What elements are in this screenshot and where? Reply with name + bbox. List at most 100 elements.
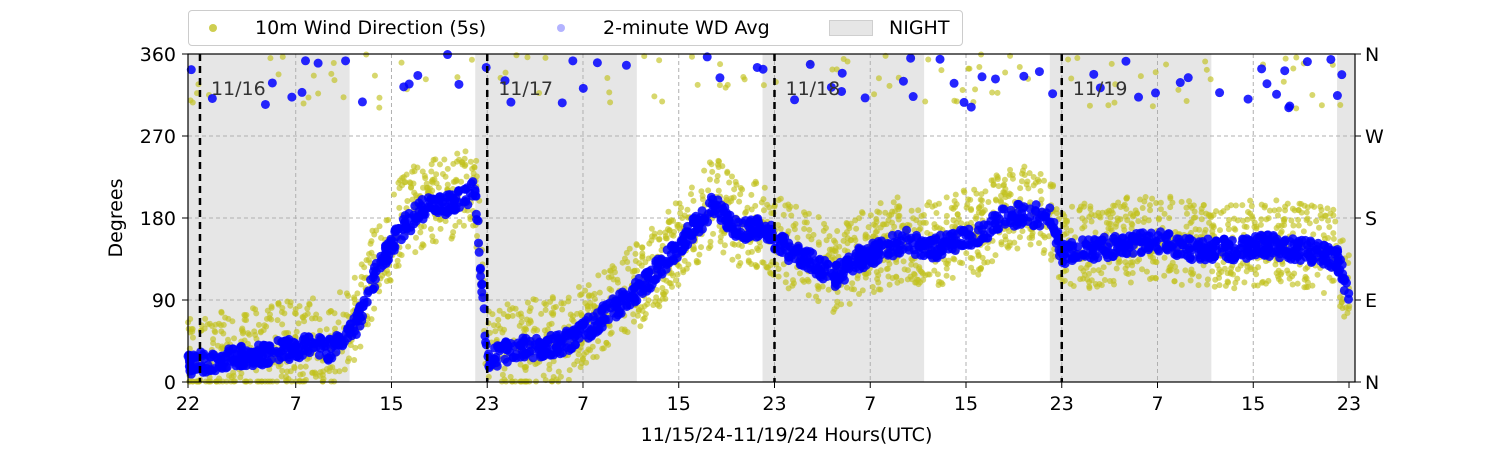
data-points-layer	[183, 50, 1354, 385]
data-point	[1162, 230, 1172, 240]
data-point	[1121, 56, 1131, 66]
data-point	[679, 215, 686, 222]
data-point	[826, 233, 833, 240]
data-point	[1322, 213, 1329, 220]
data-point	[1161, 210, 1168, 217]
data-point	[601, 269, 608, 276]
data-point	[869, 249, 879, 259]
data-point	[1286, 247, 1296, 257]
data-point	[398, 59, 405, 66]
data-point	[1063, 224, 1070, 231]
data-point	[352, 316, 362, 326]
data-point	[745, 258, 752, 265]
data-point	[837, 68, 847, 78]
data-point	[352, 344, 359, 351]
data-point	[1175, 78, 1185, 88]
data-point	[1282, 203, 1289, 210]
data-point	[622, 290, 632, 300]
data-point	[674, 271, 681, 278]
data-point	[462, 148, 469, 155]
data-point	[965, 196, 972, 203]
data-point	[993, 197, 1000, 204]
data-point	[463, 200, 473, 210]
day-marker-label-3: 11/19	[1073, 78, 1128, 100]
data-point	[492, 328, 499, 335]
legend-marker-wd-avg	[557, 24, 565, 32]
data-point	[393, 263, 400, 270]
data-point	[775, 266, 782, 273]
data-point	[1139, 266, 1146, 273]
x-tick-label-12: 23	[1337, 393, 1361, 415]
data-point	[1127, 210, 1134, 217]
data-point	[495, 344, 505, 354]
data-point	[540, 372, 547, 379]
data-point	[243, 317, 250, 324]
data-point	[805, 59, 815, 69]
data-point	[735, 230, 745, 240]
data-point	[1206, 213, 1213, 220]
data-point	[1271, 207, 1278, 214]
data-point	[1018, 178, 1025, 185]
data-point	[1163, 61, 1170, 68]
data-point	[1272, 89, 1282, 99]
data-point	[376, 94, 383, 101]
data-point	[1212, 276, 1219, 283]
data-point	[386, 240, 396, 250]
data-point	[1304, 250, 1314, 260]
data-point	[760, 207, 767, 214]
data-point	[532, 296, 539, 303]
data-point	[334, 332, 344, 342]
data-point	[1170, 249, 1180, 259]
data-point	[315, 90, 322, 97]
data-point	[1183, 223, 1190, 230]
data-point	[1339, 305, 1346, 312]
data-point	[394, 257, 401, 264]
data-point	[656, 57, 663, 64]
data-point	[1109, 248, 1119, 258]
data-point	[1029, 230, 1036, 237]
data-point	[859, 210, 866, 217]
data-point	[338, 339, 348, 349]
data-point	[850, 260, 860, 270]
data-point	[914, 276, 921, 283]
data-point	[1009, 175, 1016, 182]
data-point	[341, 366, 348, 373]
data-point	[502, 69, 509, 76]
data-point	[815, 239, 822, 246]
data-point	[1336, 255, 1346, 265]
data-point	[570, 340, 580, 350]
data-point	[1225, 279, 1232, 286]
y-tick-label-0: 0	[164, 372, 176, 394]
data-point	[588, 292, 595, 299]
data-point	[442, 218, 449, 225]
data-point	[420, 242, 427, 249]
data-point	[1226, 216, 1233, 223]
data-point	[301, 318, 308, 325]
data-point	[978, 197, 985, 204]
data-point	[1272, 261, 1279, 268]
data-point	[656, 303, 663, 310]
data-point	[864, 234, 871, 241]
data-point	[1209, 268, 1216, 275]
data-point	[1200, 202, 1207, 209]
data-point	[645, 297, 652, 304]
data-point	[1210, 252, 1220, 262]
data-point	[241, 311, 248, 318]
data-point	[391, 226, 401, 236]
data-point	[1110, 277, 1117, 284]
data-point	[490, 322, 497, 329]
data-point	[500, 76, 510, 86]
data-point	[1202, 226, 1209, 233]
data-point	[668, 217, 675, 224]
data-point	[659, 295, 666, 302]
data-point	[1216, 266, 1223, 273]
data-point	[781, 245, 791, 255]
data-point	[883, 265, 890, 272]
data-point	[1069, 203, 1076, 210]
data-point	[376, 223, 383, 230]
data-point	[825, 286, 832, 293]
data-point	[706, 176, 713, 183]
data-point	[275, 300, 282, 307]
data-point	[1099, 209, 1106, 216]
data-point	[737, 191, 744, 198]
